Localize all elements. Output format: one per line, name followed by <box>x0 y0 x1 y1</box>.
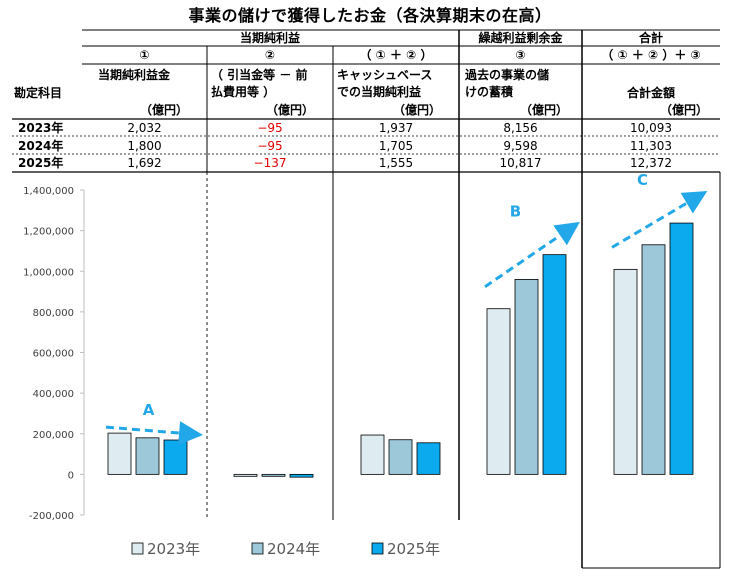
col4-label-2: けの蓄積 <box>465 85 514 99</box>
col1-label: 当期純利益金 <box>98 68 171 82</box>
col2-unit: （億円） <box>266 103 315 117</box>
header-sub-4: ③ <box>515 48 526 62</box>
y-tick-label: -200,000 <box>29 511 74 522</box>
bar <box>542 254 567 475</box>
trend-arrow <box>611 190 708 249</box>
col4-unit: （億円） <box>520 103 569 117</box>
row-year: 2024年 <box>18 139 64 153</box>
legend-swatch <box>371 542 384 555</box>
trend-arrow <box>105 421 203 445</box>
row-label-header: 勘定科目 <box>14 86 63 100</box>
bar <box>486 308 511 475</box>
header-group-net-income: 当期純利益 <box>239 31 300 45</box>
row-value: 12,372 <box>630 156 672 170</box>
y-tick-label: 1,400,000 <box>23 186 74 197</box>
page-title: 事業の儲けで獲得したお金（各決算期末の在高） <box>188 6 552 25</box>
bar <box>289 473 314 478</box>
annotation-label: B <box>510 203 521 221</box>
col5-unit: （億円） <box>660 103 709 117</box>
header-sub-3: （ ① ＋ ② ） <box>359 48 433 62</box>
row-value: −137 <box>253 156 287 170</box>
y-tick-label: 1,200,000 <box>23 227 74 238</box>
col2-label-1: （ 引当金等 － 前 <box>211 68 308 82</box>
legend-label: 2023年 <box>147 540 200 558</box>
row-value: 8,156 <box>503 121 538 135</box>
header-sub-5: （ ① ＋ ② ）＋ ③ <box>601 48 701 62</box>
y-tick-label: 400,000 <box>33 389 74 400</box>
annotation-label: A <box>143 401 155 419</box>
bar <box>233 473 258 477</box>
col5-label: 合計金額 <box>626 86 675 100</box>
row-value: −95 <box>257 139 283 153</box>
y-tick-label: 600,000 <box>33 349 74 360</box>
col3-unit: （億円） <box>393 103 442 117</box>
header-sub-2: ② <box>264 48 276 62</box>
row-value: 10,093 <box>630 121 672 135</box>
bar <box>669 222 694 475</box>
y-tick-label: 200,000 <box>33 430 74 441</box>
bar <box>641 244 666 475</box>
col3-label-2: での当期純利益 <box>337 85 422 99</box>
row-value: 1,692 <box>127 156 162 170</box>
trend-arrow <box>484 221 580 288</box>
header-group-total: 合計 <box>638 31 663 45</box>
row-value: 2,032 <box>127 121 162 135</box>
row-value: 1,555 <box>378 156 414 170</box>
bar <box>416 442 441 475</box>
row-value: −95 <box>257 121 283 135</box>
y-tick-label: 1,000,000 <box>23 267 74 278</box>
bar <box>613 268 638 475</box>
col1-unit: （億円） <box>140 103 189 117</box>
header-sub-1: ① <box>139 48 150 62</box>
row-value: 1,800 <box>127 139 162 153</box>
col3-label-1: キャッシュベース <box>337 68 433 82</box>
bar <box>388 439 413 475</box>
bar <box>135 437 160 475</box>
annotation-label: C <box>637 171 648 189</box>
bar <box>107 432 132 475</box>
y-tick-label: 0 <box>68 470 74 481</box>
bar <box>163 439 188 475</box>
legend-swatch <box>131 542 144 555</box>
row-value: 10,817 <box>499 156 542 170</box>
bar <box>360 434 385 475</box>
bar <box>514 279 539 475</box>
row-value: 11,303 <box>630 139 672 153</box>
row-value: 1,937 <box>378 121 414 135</box>
col4-label-1: 過去の事業の儲 <box>465 68 550 82</box>
bar <box>261 473 286 477</box>
legend-swatch <box>251 542 264 555</box>
y-tick-label: 800,000 <box>33 308 74 319</box>
header-group-retained: 繰越利益剰余金 <box>478 31 563 45</box>
row-value: 1,705 <box>378 139 414 153</box>
col2-label-2: 払費用等 ） <box>211 85 276 99</box>
row-year: 2023年 <box>18 121 64 135</box>
row-value: 9,598 <box>503 139 538 153</box>
legend-label: 2025年 <box>387 540 440 558</box>
legend-label: 2024年 <box>267 540 320 558</box>
row-year: 2025年 <box>18 156 64 170</box>
